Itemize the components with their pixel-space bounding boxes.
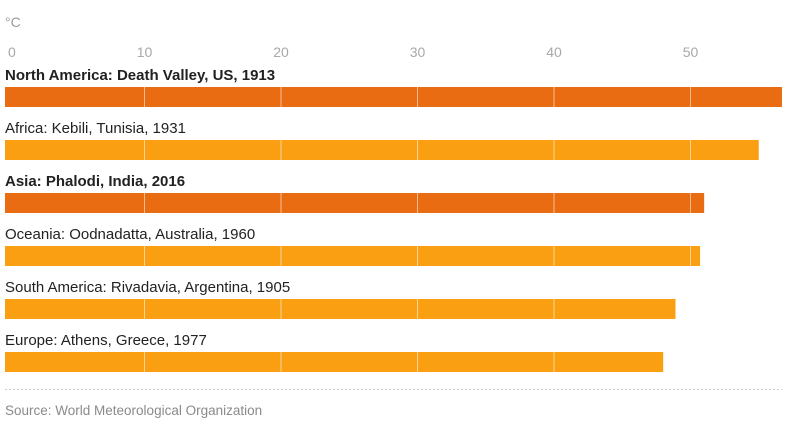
- category-label: South America: Rivadavia, Argentina, 190…: [5, 279, 290, 296]
- source-note: Source: World Meteorological Organizatio…: [5, 403, 262, 418]
- tick-label-50: 50: [683, 44, 699, 60]
- category-label: North America: Death Valley, US, 1913: [5, 67, 275, 84]
- bar-0: [5, 87, 782, 107]
- gridlines: [144, 59, 691, 372]
- unit-label: °C: [5, 14, 21, 30]
- bar-1: [5, 140, 759, 160]
- tick-label-10: 10: [137, 44, 153, 60]
- bar-5: [5, 352, 664, 372]
- bar-2: [5, 193, 705, 213]
- tick-label-20: 20: [273, 44, 289, 60]
- bar-3: [5, 246, 701, 266]
- tick-label-0: 0: [8, 44, 16, 60]
- category-labels: North America: Death Valley, US, 1913 Afr…: [5, 67, 290, 349]
- x-axis-ticks: 0 10 20 30 40 50: [8, 44, 698, 60]
- category-label: Europe: Athens, Greece, 1977: [5, 332, 207, 349]
- category-label: Oceania: Oodnadatta, Australia, 1960: [5, 226, 255, 243]
- tick-label-40: 40: [546, 44, 562, 60]
- category-label: Asia: Phalodi, India, 2016: [5, 173, 185, 190]
- bar-4: [5, 299, 676, 319]
- tick-label-30: 30: [410, 44, 426, 60]
- bars: [5, 87, 782, 372]
- category-label: Africa: Kebili, Tunisia, 1931: [5, 120, 186, 137]
